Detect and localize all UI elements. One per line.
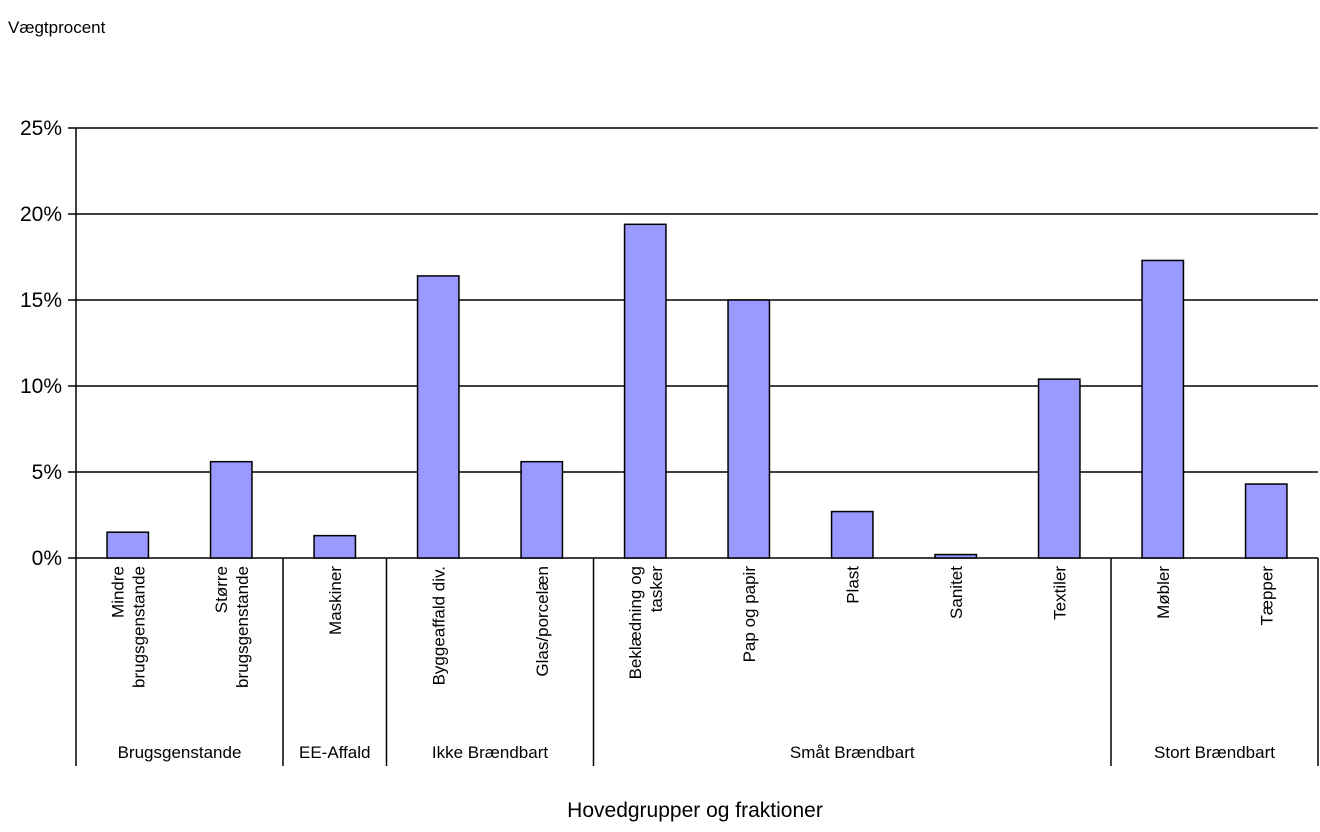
bar xyxy=(1244,483,1288,559)
x-category-label: Møbler xyxy=(1154,566,1173,619)
y-tick-label: 25% xyxy=(20,117,62,140)
bar xyxy=(416,275,460,559)
x-category-label: Plast xyxy=(843,566,862,604)
y-tick-label: 20% xyxy=(20,203,62,226)
x-axis-title: Hovedgrupper og fraktioner xyxy=(567,799,823,822)
y-tick-label: 10% xyxy=(20,375,62,398)
x-category-label: Maskiner xyxy=(326,566,345,635)
bar xyxy=(1037,378,1081,559)
x-category-label: brugsgenstande xyxy=(233,566,252,688)
bar xyxy=(934,553,978,559)
x-category-label: Større xyxy=(212,566,231,613)
bar xyxy=(1141,259,1185,559)
bar xyxy=(830,510,874,559)
y-tick-label: 5% xyxy=(32,461,62,484)
x-category-label: Glas/porcelæn xyxy=(533,566,552,677)
x-category-label: tasker xyxy=(647,566,666,613)
x-category-label: Byggeaffald div. xyxy=(429,566,448,685)
bar xyxy=(623,223,667,559)
x-category-label: Pap og papir xyxy=(740,566,759,663)
y-tick-label: 15% xyxy=(20,289,62,312)
bar xyxy=(209,460,253,559)
group-label: Ikke Brændbart xyxy=(432,743,548,762)
bar xyxy=(727,299,771,559)
group-label: Småt Brændbart xyxy=(790,743,915,762)
x-category-label: Textiler xyxy=(1050,566,1069,620)
bars xyxy=(106,223,1288,559)
bar xyxy=(313,534,357,559)
axes: 0% 5% 10% 15% 20% 25% xyxy=(20,117,77,570)
x-category-label: brugsgenstande xyxy=(129,566,148,688)
group-label: EE-Affald xyxy=(299,743,371,762)
gridlines xyxy=(76,127,1318,559)
x-category-label: Mindre xyxy=(108,566,127,618)
bar xyxy=(106,531,150,559)
x-category-label: Sanitet xyxy=(947,566,966,619)
x-category-label: Tæpper xyxy=(1257,566,1276,626)
bar xyxy=(520,460,564,559)
y-axis-unit-label: Vægtprocent xyxy=(8,18,106,37)
y-tick-label: 0% xyxy=(32,547,62,570)
group-label: Stort Brændbart xyxy=(1154,743,1275,762)
group-label: Brugsgenstande xyxy=(118,743,242,762)
group-labels: Brugsgenstande EE-Affald Ikke Brændbart Små… xyxy=(75,558,1319,766)
x-category-label: Beklædning og xyxy=(626,566,645,679)
category-labels: Mindre brugsgenstande Større brugsgenstande… xyxy=(108,566,1276,688)
